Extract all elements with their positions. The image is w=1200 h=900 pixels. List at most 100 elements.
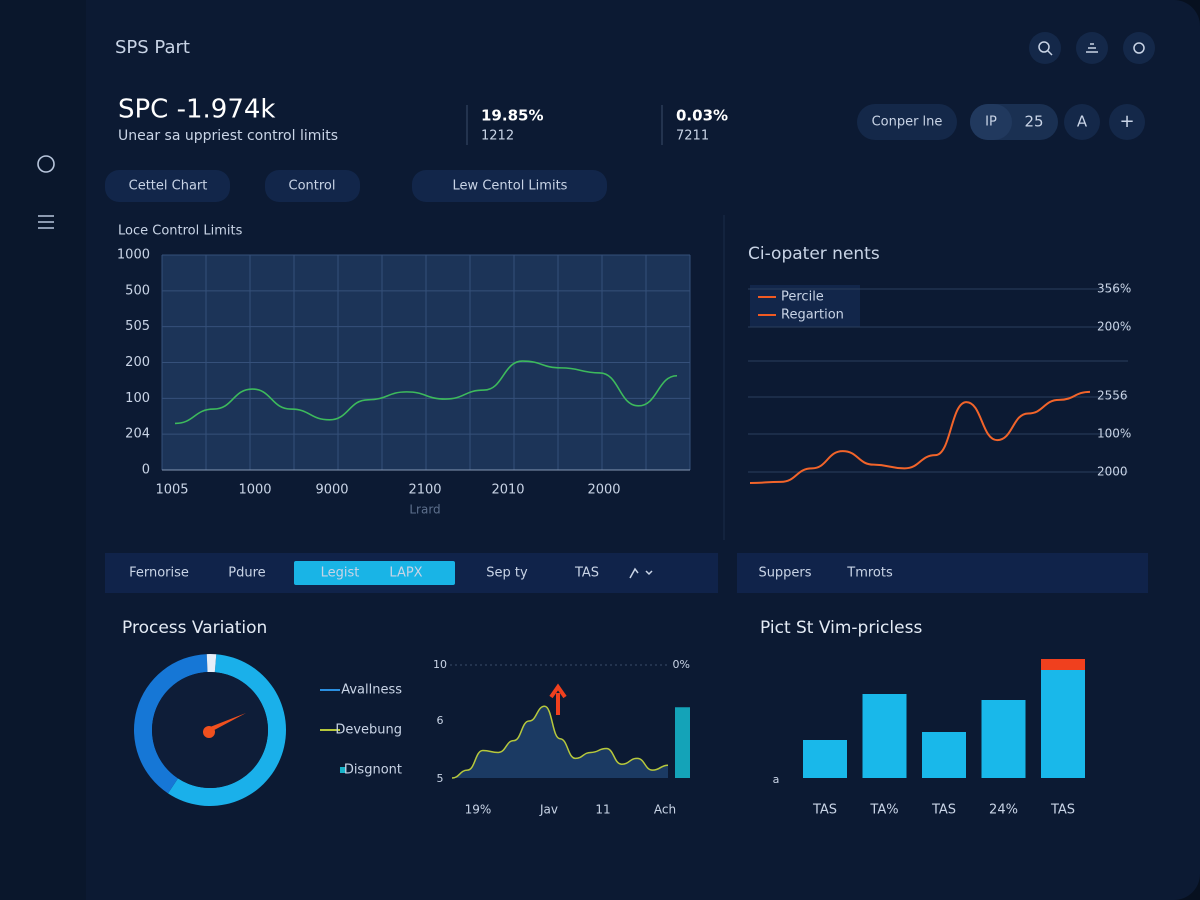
label: a bbox=[773, 773, 780, 786]
label: 19% bbox=[465, 803, 492, 817]
label: TA% bbox=[869, 803, 898, 818]
label: TAS bbox=[812, 803, 837, 818]
label: Jav bbox=[539, 803, 558, 817]
settings-button[interactable] bbox=[1123, 32, 1155, 64]
chart-title: Loce Control Limits bbox=[118, 224, 243, 239]
kpi-title: SPC -1.974k bbox=[118, 95, 275, 125]
stat-label: 1212 bbox=[481, 129, 514, 144]
label: Disgnont bbox=[344, 763, 402, 778]
user-label: A bbox=[1077, 113, 1088, 131]
label: 10 bbox=[433, 658, 447, 671]
line bbox=[749, 390, 1091, 484]
label: Sep ty bbox=[486, 566, 528, 581]
chart-title: Ci-opater nents bbox=[748, 244, 880, 264]
bar bbox=[922, 732, 966, 778]
tab-label: Control bbox=[289, 179, 336, 194]
label: 500 bbox=[125, 283, 150, 298]
donut-segment bbox=[134, 654, 208, 794]
donut-segment bbox=[206, 654, 217, 673]
sidebar-icon[interactable] bbox=[37, 155, 55, 173]
chart-title: Pict St Vim-pricless bbox=[760, 618, 922, 638]
label: 356% bbox=[1097, 282, 1131, 296]
label: 204 bbox=[125, 427, 150, 442]
stat-label: 7211 bbox=[676, 129, 709, 144]
legend bbox=[750, 285, 860, 327]
label: Fernorise bbox=[129, 566, 189, 581]
label: Percile bbox=[781, 290, 824, 305]
bar bbox=[1041, 670, 1085, 778]
line bbox=[174, 360, 678, 425]
label: 2100 bbox=[408, 483, 441, 498]
bar bbox=[1041, 659, 1085, 670]
label: LAPX bbox=[389, 566, 422, 581]
tab[interactable] bbox=[412, 170, 607, 202]
toggle-label: 25 bbox=[1024, 113, 1043, 131]
label: 11 bbox=[595, 803, 610, 817]
tab-label: Lew Centol Limits bbox=[453, 179, 568, 194]
label: Avallness bbox=[341, 683, 402, 698]
legend-swatch bbox=[340, 767, 346, 773]
bar bbox=[803, 740, 847, 778]
label: 100 bbox=[125, 391, 150, 406]
add-button[interactable] bbox=[1109, 104, 1145, 140]
label: 2556 bbox=[1097, 389, 1128, 403]
filter-bar bbox=[737, 553, 1148, 593]
label: 2010 bbox=[491, 483, 524, 498]
toggle-active[interactable] bbox=[970, 104, 1012, 140]
label: 505 bbox=[125, 319, 150, 334]
label: 24% bbox=[989, 803, 1018, 818]
add-label: + bbox=[1119, 111, 1134, 132]
label: 2000 bbox=[587, 483, 620, 498]
x-axis-title: Lrard bbox=[409, 503, 440, 517]
compare-button[interactable] bbox=[857, 104, 957, 140]
user-button[interactable] bbox=[1064, 104, 1100, 140]
label: 200% bbox=[1097, 320, 1131, 334]
label: TAS bbox=[574, 566, 599, 581]
tab[interactable] bbox=[105, 170, 230, 202]
bar bbox=[675, 707, 690, 778]
bar bbox=[981, 700, 1026, 778]
chart-title: Process Variation bbox=[122, 618, 267, 638]
trend-arrow bbox=[549, 683, 567, 715]
stat-value: 0.03% bbox=[676, 107, 728, 125]
label: 5 bbox=[437, 772, 444, 785]
area bbox=[452, 706, 668, 778]
kpi-subtitle: Unear sa uppriest control limits bbox=[118, 128, 338, 144]
label: Devebung bbox=[335, 723, 402, 738]
app-title: SPS Part bbox=[115, 37, 190, 58]
label: 1000 bbox=[117, 248, 150, 263]
label: TAS bbox=[1050, 803, 1075, 818]
label: 9000 bbox=[315, 483, 348, 498]
menu-icon[interactable] bbox=[38, 215, 54, 229]
label: 1005 bbox=[155, 483, 188, 498]
label: 2000 bbox=[1097, 465, 1128, 479]
label: Tmrots bbox=[846, 566, 893, 581]
tab[interactable] bbox=[265, 170, 360, 202]
filter-active[interactable] bbox=[294, 561, 455, 585]
search-button[interactable] bbox=[1029, 32, 1061, 64]
label: 0 bbox=[142, 463, 150, 478]
label: 6 bbox=[437, 714, 444, 727]
donut-segment bbox=[168, 654, 286, 806]
gauge-needle bbox=[205, 713, 246, 735]
label: Regartion bbox=[781, 308, 844, 323]
label: Ach bbox=[654, 803, 676, 817]
label: 0% bbox=[673, 658, 690, 671]
line bbox=[451, 705, 669, 779]
label: 1000 bbox=[238, 483, 271, 498]
label: Suppers bbox=[758, 566, 811, 581]
gauge-hub bbox=[203, 726, 215, 738]
toggle-label: IP bbox=[985, 115, 997, 130]
label: 200 bbox=[125, 355, 150, 370]
sidebar bbox=[0, 0, 86, 900]
tab-label: Cettel Chart bbox=[129, 179, 208, 194]
stat-value: 19.85% bbox=[481, 107, 543, 125]
filter-icon[interactable] bbox=[629, 567, 653, 579]
label: Pdure bbox=[228, 566, 265, 581]
label: 100% bbox=[1097, 427, 1131, 441]
bar bbox=[862, 694, 907, 778]
label: TAS bbox=[931, 803, 956, 818]
label: Legist bbox=[321, 566, 360, 581]
compare-label: Conper lne bbox=[872, 115, 943, 130]
